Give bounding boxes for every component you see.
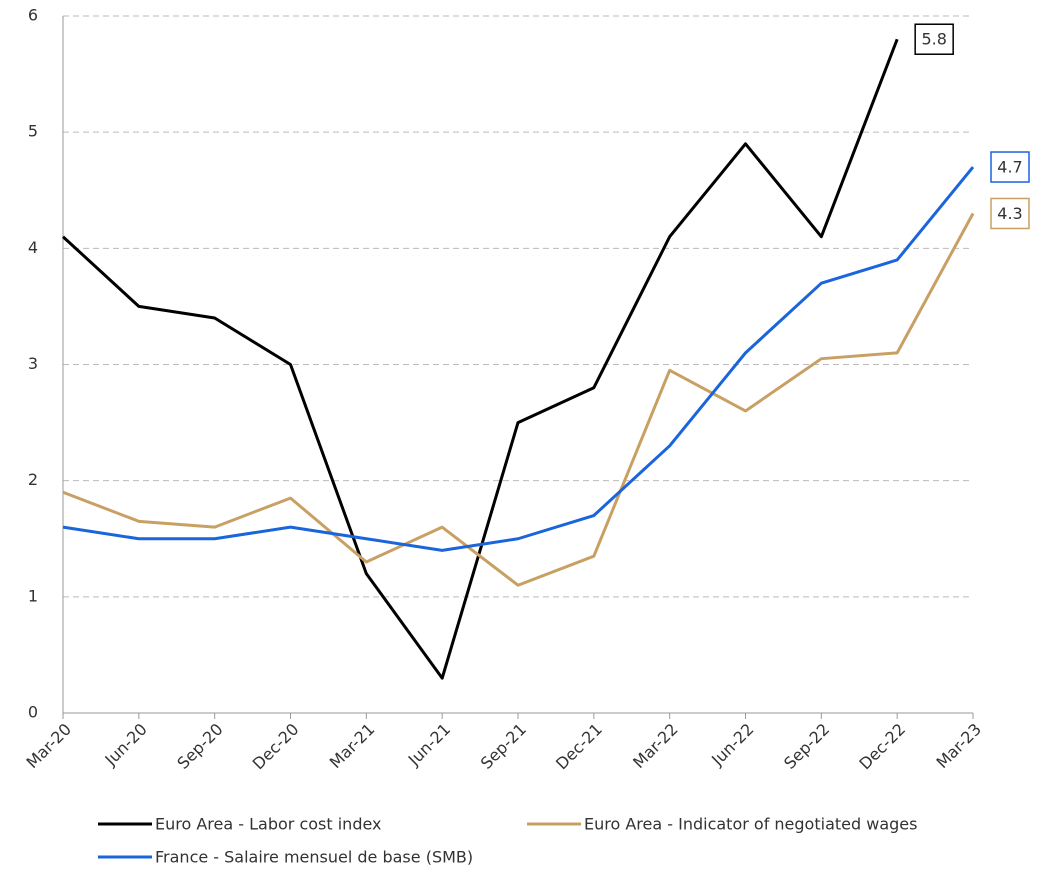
data-label-box [990, 151, 1030, 183]
x-tick-label: Sep-20 [173, 720, 226, 773]
series-line [62, 166, 975, 552]
x-tick-label: Jun-20 [101, 720, 151, 770]
legend-label: Euro Area - Indicator of negotiated wage… [584, 815, 917, 834]
y-tick-label: 4 [28, 238, 38, 257]
y-tick-label: 2 [28, 470, 38, 489]
x-tick-label: Sep-21 [477, 720, 530, 773]
data-label-box [914, 23, 954, 55]
x-tick-label: Mar-20 [22, 720, 75, 773]
x-tick-label: Mar-21 [326, 720, 379, 773]
x-tick-label: Jun-22 [707, 720, 757, 770]
y-tick-label: 5 [28, 122, 38, 141]
y-tick-label: 0 [28, 703, 38, 722]
x-tick-label: Dec-21 [552, 720, 606, 774]
series-line [62, 212, 975, 587]
x-tick-label: Dec-22 [855, 720, 909, 774]
data-label-box [990, 197, 1030, 230]
x-tick-label: Sep-22 [780, 720, 833, 773]
data-label: 5.8 [921, 30, 946, 49]
legend-label: France - Salaire mensuel de base (SMB) [155, 848, 473, 867]
x-tick-label: Mar-22 [629, 720, 682, 773]
legend-label: Euro Area - Labor cost index [155, 815, 382, 834]
x-tick-label: Mar-23 [932, 720, 985, 773]
series-line [61, 38, 899, 680]
data-label: 4.3 [997, 204, 1022, 223]
y-tick-label: 3 [28, 354, 38, 373]
x-tick-label: Dec-20 [249, 720, 303, 774]
x-tick-label: Jun-21 [404, 720, 454, 770]
y-tick-label: 6 [28, 6, 38, 25]
data-label: 4.7 [997, 158, 1022, 177]
y-tick-label: 1 [28, 586, 38, 605]
